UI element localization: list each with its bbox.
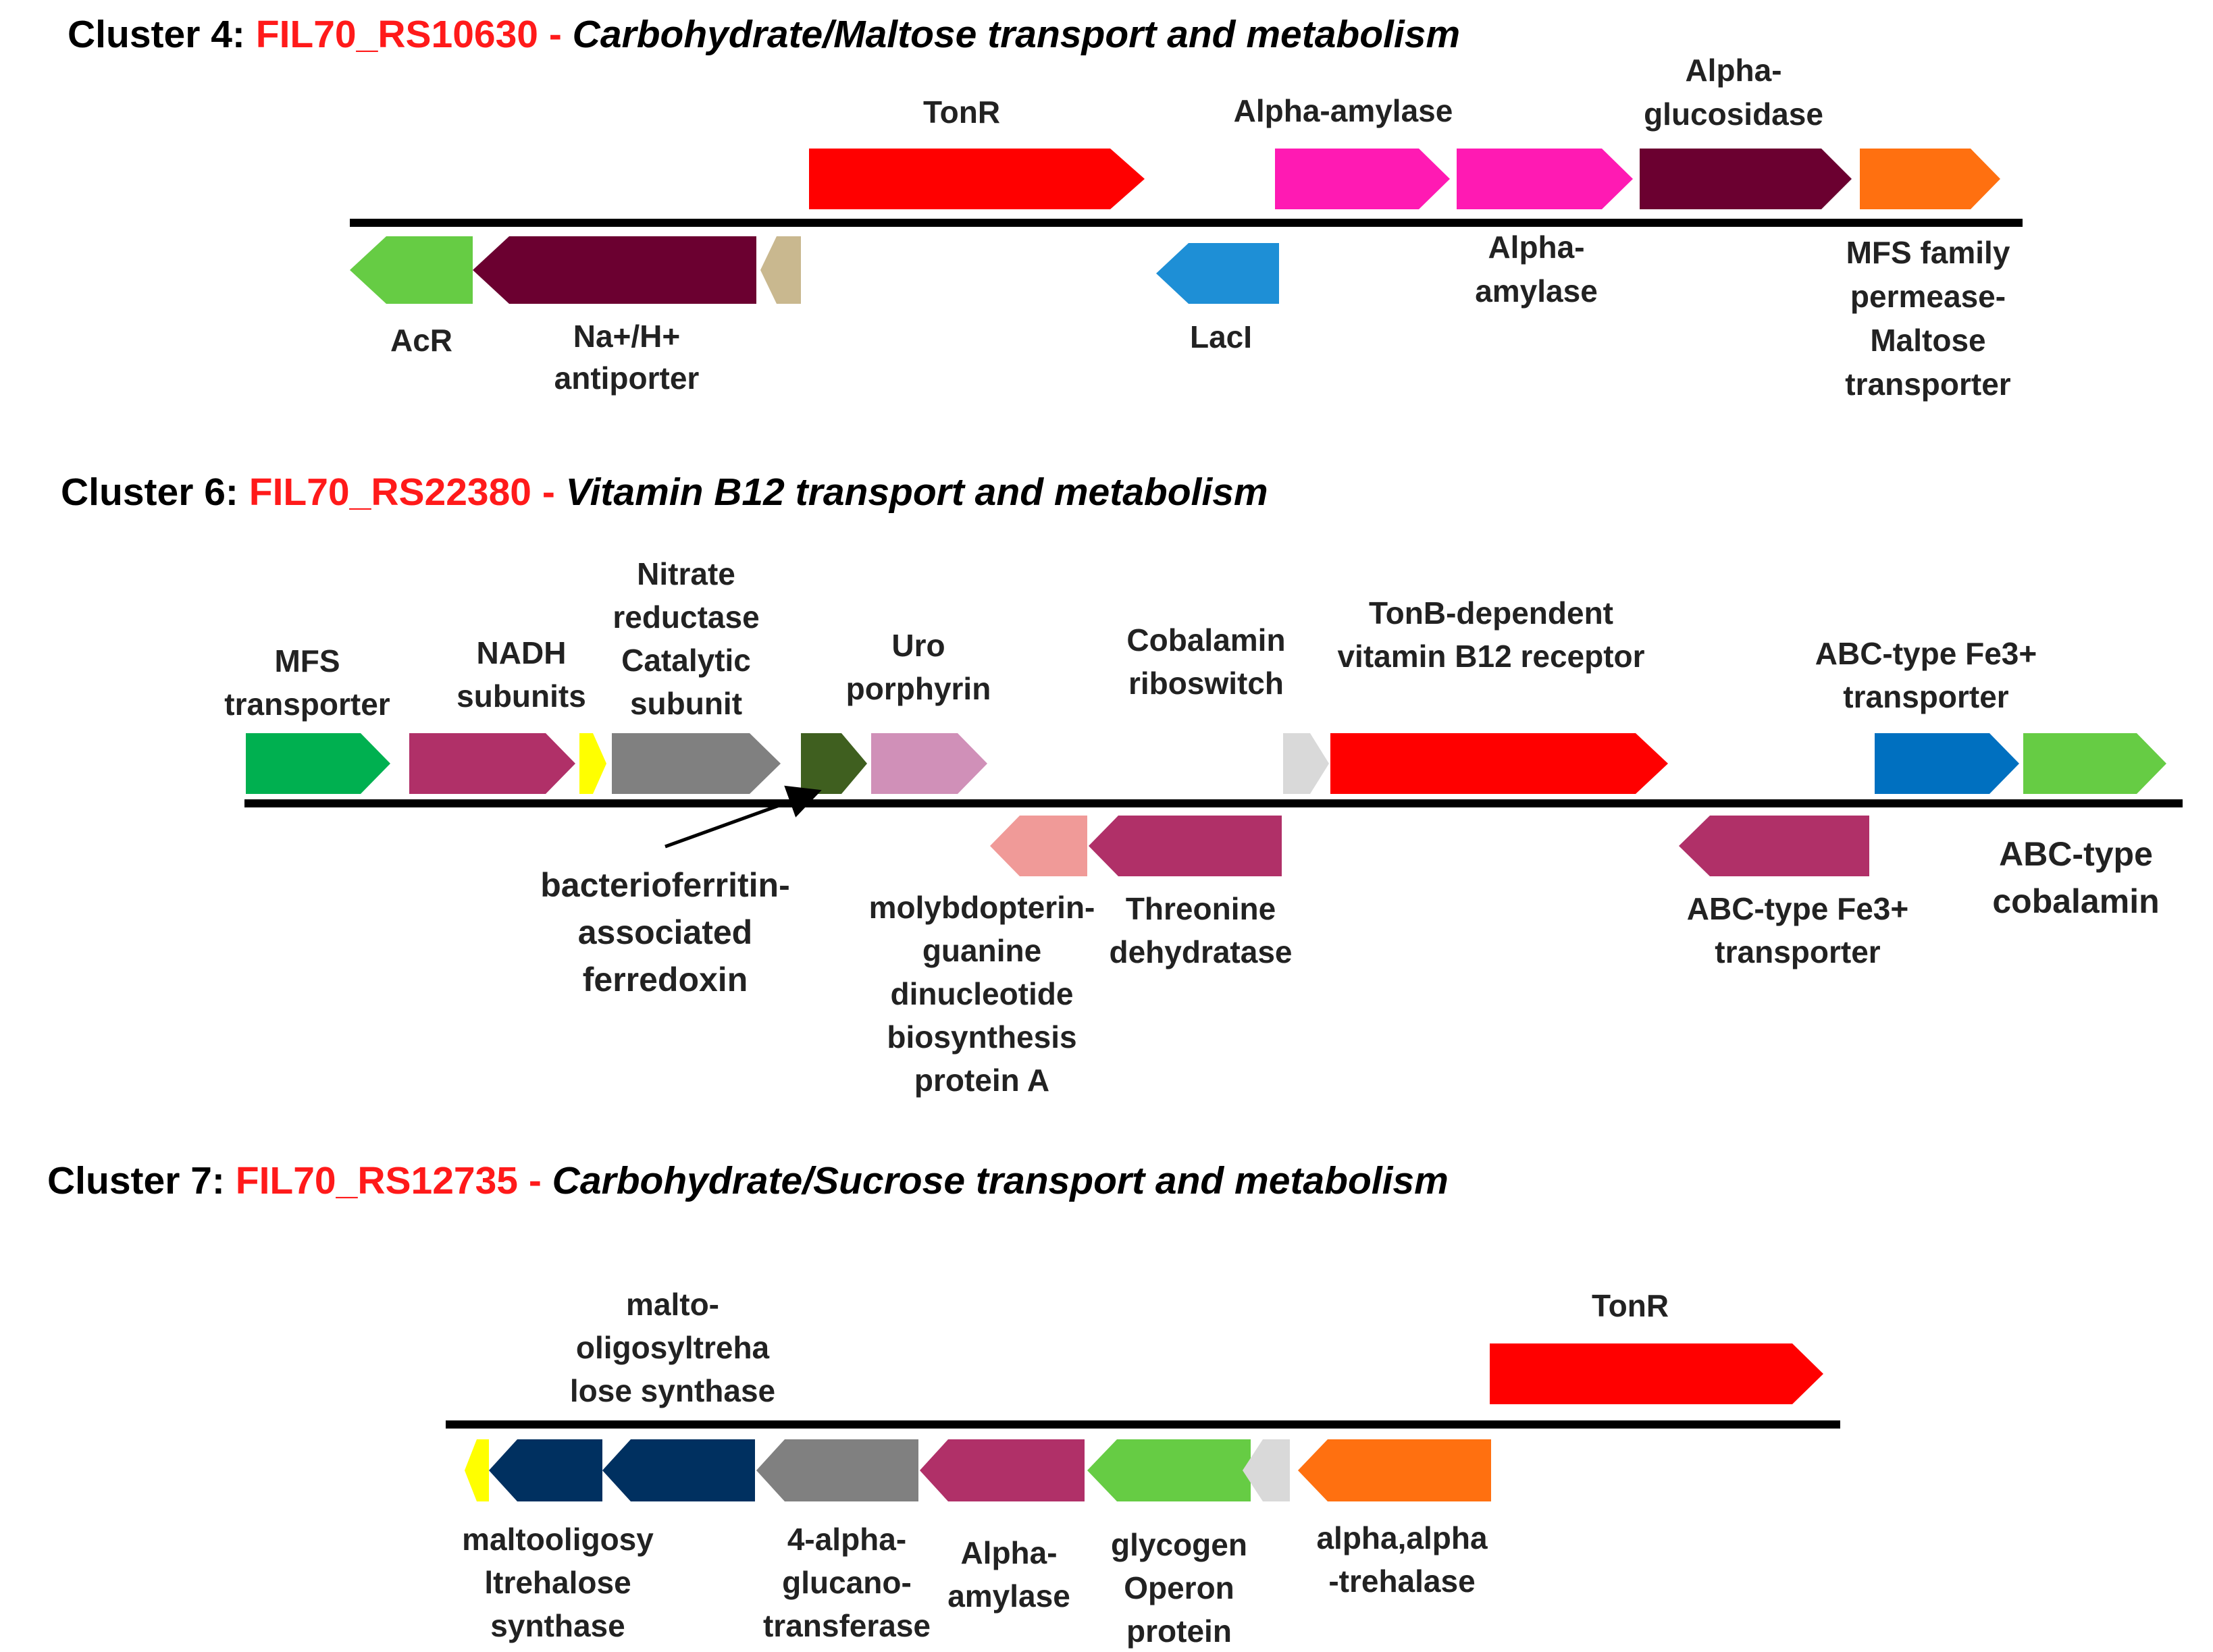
cluster-7-label-malto-oligosyltrehalose-synthase: malto-oligosyltreha lose synthase — [570, 1287, 775, 1408]
cluster-7-label-4-alpha-glucanotransferase: 4-alpha-glucano-transferase — [763, 1522, 931, 1643]
cluster-6-gene-abc-fe3-lower — [1679, 816, 1869, 876]
cluster-4-gene-id: FIL70_RS10630 — [256, 13, 538, 56]
cluster-7-gene-small-grey — [1243, 1439, 1290, 1501]
cluster-4-gene-alpha-amylase-2 — [1457, 149, 1633, 209]
cluster-4-gene-small-tan — [760, 236, 801, 304]
cluster-6-gene-bacterioferritin — [801, 733, 867, 794]
cluster-7-gene-alpha-amylase — [920, 1439, 1085, 1501]
cluster-6-gene-nitrate-reductase — [612, 733, 781, 794]
cluster-7: Cluster 7: FIL70_RS12735 - Carbohydrate/… — [47, 1159, 1840, 1649]
cluster-7-gene-alpha-alpha-trehalase — [1298, 1439, 1491, 1501]
cluster-6-gene-id: FIL70_RS22380 — [249, 471, 531, 514]
cluster-4-label-na-h-antiporter: Na+/H+ antiporter — [554, 319, 700, 396]
cluster-4-label-alpha-amylase-2: Alpha-amylase — [1475, 230, 1598, 309]
cluster-6-description: Vitamin B12 transport and metabolism — [566, 471, 1268, 514]
cluster-4-title: Cluster 4: FIL70_RS10630 - Carbohydrate/… — [68, 13, 1460, 56]
cluster-6-gene-nadh-subunits — [409, 733, 575, 794]
cluster-7-gene-glycogen-operon — [1087, 1439, 1251, 1501]
cluster-6-gene-mfs-transporter — [246, 733, 390, 794]
cluster-6-label-threonine-dehydratase: Threonine dehydratase — [1109, 891, 1292, 969]
cluster-6-gene-cobalamin-riboswitch — [1283, 733, 1329, 794]
cluster-7-gene-small-yellow — [465, 1439, 489, 1501]
cluster-6-gene-tonb-receptor — [1330, 733, 1668, 794]
cluster-4-gene-acr — [350, 236, 473, 304]
cluster-6-label-nadh-subunits: NADH subunits — [457, 635, 586, 714]
cluster-6-label-abc-fe3-lower: ABC-type Fe3+ transporter — [1687, 891, 1908, 969]
cluster-4-label-alpha-amylase-1: Alpha-amylase — [1234, 93, 1453, 128]
cluster-7-label-glycogen-operon: glycogen Operon protein — [1111, 1527, 1247, 1649]
cluster-4-gene-tonr — [809, 149, 1145, 209]
cluster-6-label-cobalamin-riboswitch: Cobalamin riboswitch — [1126, 622, 1285, 701]
cluster-6-label-abc-cobalamin: ABC-type cobalamin — [1992, 835, 2159, 920]
cluster-7-gene-tonr — [1490, 1343, 1823, 1404]
cluster-6-label-bacterioferritin: bacterioferritin-associated ferredoxin — [540, 866, 790, 998]
cluster-6-gene-small-yellow — [579, 733, 606, 794]
cluster-6-label-abc-fe3-upper: ABC-type Fe3+ transporter — [1815, 636, 2037, 714]
cluster-4-label-alpha-glucosidase: Alpha-glucosidase — [1644, 53, 1823, 132]
cluster-7-label-alpha-alpha-trehalase: alpha,alpha -trehalase — [1316, 1520, 1487, 1599]
cluster-7-label-tonr: TonR — [1592, 1288, 1669, 1323]
cluster-6-label-mfs-transporter: MFS transporter — [224, 643, 390, 722]
cluster-6-bacterioferritin-pointer-arrow — [665, 785, 822, 849]
cluster-6-gene-uroporphyrin — [871, 733, 987, 794]
cluster-7-title: Cluster 7: FIL70_RS12735 - Carbohydrate/… — [47, 1159, 1449, 1202]
cluster-4-gene-alpha-amylase-1 — [1275, 149, 1450, 209]
cluster-4-label-acr: AcR — [390, 323, 452, 358]
cluster-7-gene-malto-oligosyltrehalose-synthase — [489, 1439, 602, 1501]
cluster-7-gene-id: FIL70_RS12735 — [236, 1159, 518, 1202]
cluster-4: Cluster 4: FIL70_RS10630 - Carbohydrate/… — [68, 13, 2023, 402]
cluster-7-gene-4-alpha-glucanotransferase — [756, 1439, 918, 1501]
cluster-6-label-molybdopterin: molybdopterin-guanine dinucleotide biosynt… — [869, 890, 1095, 1098]
cluster-6: Cluster 6: FIL70_RS22380 - Vitamin B12 t… — [61, 471, 2183, 1098]
cluster-4-label-laci: LacI — [1190, 319, 1252, 354]
cluster-6-gene-abc-cobalamin — [2023, 733, 2166, 794]
cluster-6-gene-threonine-dehydratase — [1089, 816, 1282, 876]
cluster-7-description: Carbohydrate/Sucrose transport and metab… — [552, 1159, 1449, 1202]
cluster-6-gene-molybdopterin — [990, 816, 1087, 876]
cluster-4-gene-alpha-glucosidase — [1640, 149, 1852, 209]
cluster-7-gene-maltooligosyltrehalose-synthase — [602, 1439, 755, 1501]
cluster-6-title: Cluster 6: FIL70_RS22380 - Vitamin B12 t… — [61, 471, 1268, 514]
cluster-7-label-alpha-amylase: Alpha-amylase — [947, 1535, 1070, 1614]
cluster-4-gene-mfs-permease — [1860, 149, 2000, 209]
cluster-6-label-uroporphyrin: Uro porphyrin — [846, 628, 991, 706]
cluster-4-gene-na-h-antiporter — [473, 236, 756, 304]
cluster-4-gene-laci — [1156, 243, 1279, 304]
cluster-6-label-tonb-receptor: TonB-dependent vitamin B12 receptor — [1337, 595, 1644, 674]
cluster-4-description: Carbohydrate/Maltose transport and metab… — [573, 13, 1460, 56]
cluster-7-label-maltooligosyltrehalose-synthase: maltooligosy ltrehalose synthase — [462, 1522, 654, 1643]
cluster-4-label-tonr: TonR — [923, 95, 1000, 130]
cluster-4-label-mfs-permease: MFS family permease-Maltose transporter — [1845, 235, 2010, 402]
cluster-6-label-nitrate-reductase: Nitrate reductase Catalytic subunit — [613, 556, 759, 721]
cluster-6-gene-abc-fe3-upper — [1875, 733, 2019, 794]
